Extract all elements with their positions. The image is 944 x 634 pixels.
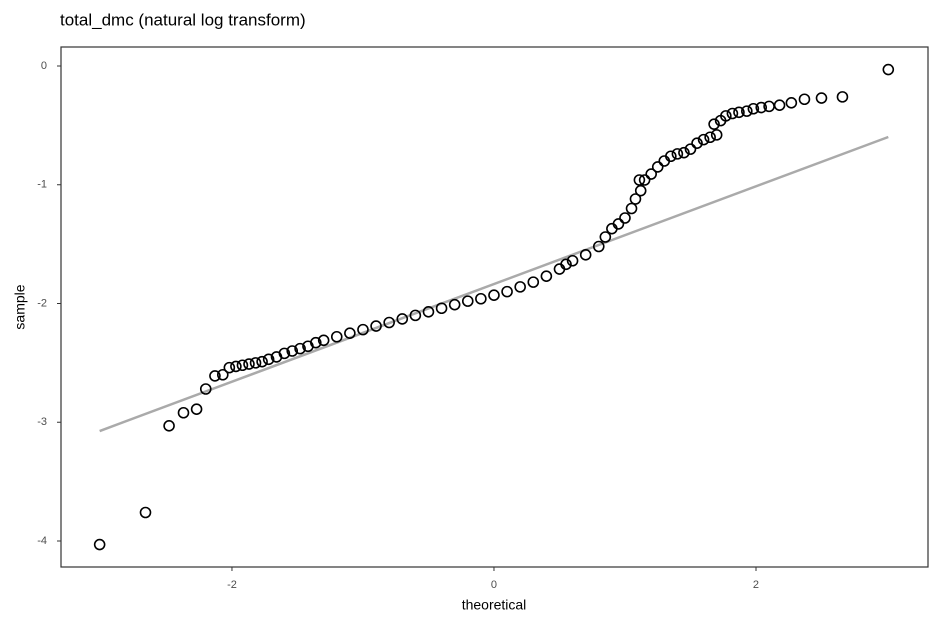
point	[665, 150, 677, 163]
point	[836, 91, 849, 103]
point	[190, 403, 203, 415]
point	[396, 313, 409, 325]
point	[815, 92, 828, 104]
point	[579, 249, 592, 261]
point	[708, 118, 720, 130]
point	[638, 174, 651, 186]
point	[612, 218, 625, 230]
point	[262, 353, 275, 366]
point	[697, 133, 710, 146]
point	[216, 368, 229, 381]
point	[383, 316, 395, 329]
point	[599, 231, 612, 243]
point	[256, 355, 268, 368]
x-tick-label: 2	[753, 579, 759, 591]
point	[592, 240, 605, 253]
point	[619, 212, 631, 224]
point	[422, 306, 435, 318]
y-tick-label: 0	[41, 60, 47, 72]
y-axis-label: sample	[12, 284, 28, 329]
point	[651, 161, 664, 173]
point	[461, 295, 474, 307]
point	[286, 345, 299, 357]
point	[691, 137, 703, 149]
point	[710, 129, 723, 141]
point	[741, 105, 753, 117]
x-tick-label: 0	[491, 579, 497, 591]
point	[798, 93, 811, 106]
point	[560, 258, 572, 271]
point	[773, 99, 786, 111]
x-axis-label: theoretical	[462, 597, 527, 613]
y-tick-label: -3	[37, 416, 47, 428]
point	[671, 148, 684, 160]
point	[785, 97, 798, 109]
point	[501, 285, 513, 298]
point	[527, 276, 540, 288]
point	[755, 101, 768, 114]
point	[317, 334, 330, 347]
point	[475, 292, 487, 305]
point	[344, 327, 356, 339]
reference-line	[99, 135, 889, 433]
point	[720, 110, 732, 122]
point	[645, 168, 657, 180]
point	[278, 347, 291, 360]
point	[370, 320, 382, 332]
chart-title: total_dmc (natural log transform)	[60, 10, 306, 29]
point	[209, 370, 221, 382]
point	[199, 383, 212, 395]
point	[747, 102, 760, 115]
point	[163, 420, 175, 432]
point	[177, 406, 190, 419]
point	[223, 361, 236, 374]
point	[488, 289, 500, 301]
plot-border	[60, 46, 929, 568]
point	[294, 342, 306, 355]
point	[236, 359, 249, 372]
point	[625, 202, 638, 215]
point	[882, 63, 895, 76]
point	[330, 330, 343, 343]
point	[139, 506, 152, 519]
point	[243, 358, 255, 370]
point	[540, 270, 553, 282]
point	[357, 323, 369, 336]
point	[93, 538, 106, 551]
point	[566, 254, 579, 267]
point	[249, 357, 262, 369]
point	[230, 360, 242, 373]
x-tick-label: -2	[227, 579, 237, 591]
point	[633, 174, 646, 186]
point	[310, 336, 322, 349]
y-tick-label: -4	[37, 535, 47, 547]
point	[409, 309, 422, 322]
point	[678, 146, 690, 159]
point	[684, 143, 697, 155]
point	[514, 281, 526, 293]
point	[629, 193, 642, 205]
point	[435, 302, 448, 315]
y-tick-label: -1	[37, 179, 47, 191]
point	[733, 106, 745, 119]
point	[704, 131, 716, 144]
y-tick-label: -2	[37, 297, 47, 309]
point	[726, 107, 739, 120]
point	[634, 184, 647, 197]
point	[448, 298, 461, 311]
